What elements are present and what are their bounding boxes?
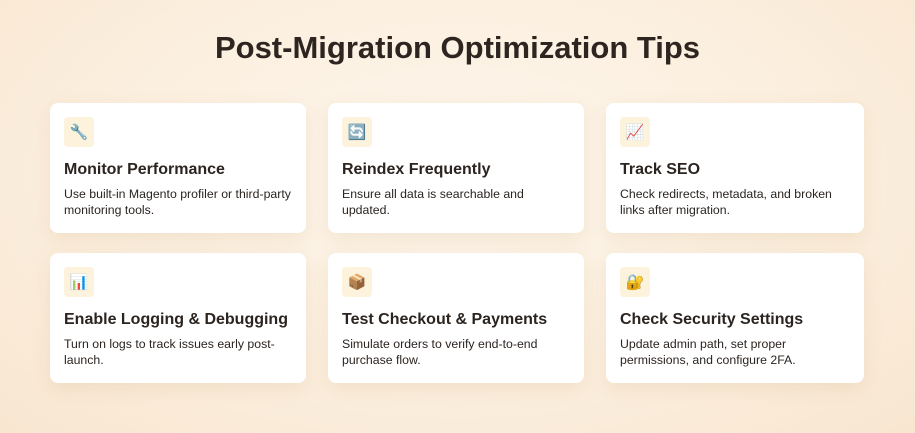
tips-grid: 🔧 Monitor Performance Use built-in Magen… bbox=[50, 103, 864, 383]
refresh-icon: 🔄 bbox=[342, 117, 372, 147]
tip-description: Turn on logs to track issues early post-… bbox=[64, 337, 275, 367]
chart-increasing-icon: 📈 bbox=[620, 117, 650, 147]
lock-key-icon: 🔐 bbox=[620, 267, 650, 297]
tip-card: 📊 Enable Logging & Debugging Turn on log… bbox=[50, 253, 306, 383]
tip-title: Monitor Performance bbox=[64, 161, 225, 178]
tip-title: Track SEO bbox=[620, 161, 701, 178]
package-icon: 📦 bbox=[342, 267, 372, 297]
tip-card: 🔄 Reindex Frequently Ensure all data is … bbox=[328, 103, 584, 233]
wrench-icon: 🔧 bbox=[64, 117, 94, 147]
tip-title: Test Checkout & Payments bbox=[342, 311, 548, 328]
tip-title: Reindex Frequently bbox=[342, 161, 491, 178]
tip-description: Check redirects, metadata, and broken li… bbox=[620, 187, 832, 217]
tip-title: Check Security Settings bbox=[620, 311, 804, 328]
tip-title: Enable Logging & Debugging bbox=[64, 311, 288, 328]
tip-card: 🔐 Check Security Settings Update admin p… bbox=[606, 253, 864, 383]
tip-card: 🔧 Monitor Performance Use built-in Magen… bbox=[50, 103, 306, 233]
tip-description: Simulate orders to verify end-to-end pur… bbox=[342, 337, 538, 367]
tip-description: Ensure all data is searchable and update… bbox=[342, 187, 524, 217]
tip-description: Update admin path, set proper permission… bbox=[620, 337, 796, 367]
tip-description: Use built-in Magento profiler or third-p… bbox=[64, 187, 291, 217]
bar-chart-icon: 📊 bbox=[64, 267, 94, 297]
tip-card: 📈 Track SEO Check redirects, metadata, a… bbox=[606, 103, 864, 233]
tip-card: 📦 Test Checkout & Payments Simulate orde… bbox=[328, 253, 584, 383]
page-title: Post-Migration Optimization Tips bbox=[214, 30, 701, 65]
